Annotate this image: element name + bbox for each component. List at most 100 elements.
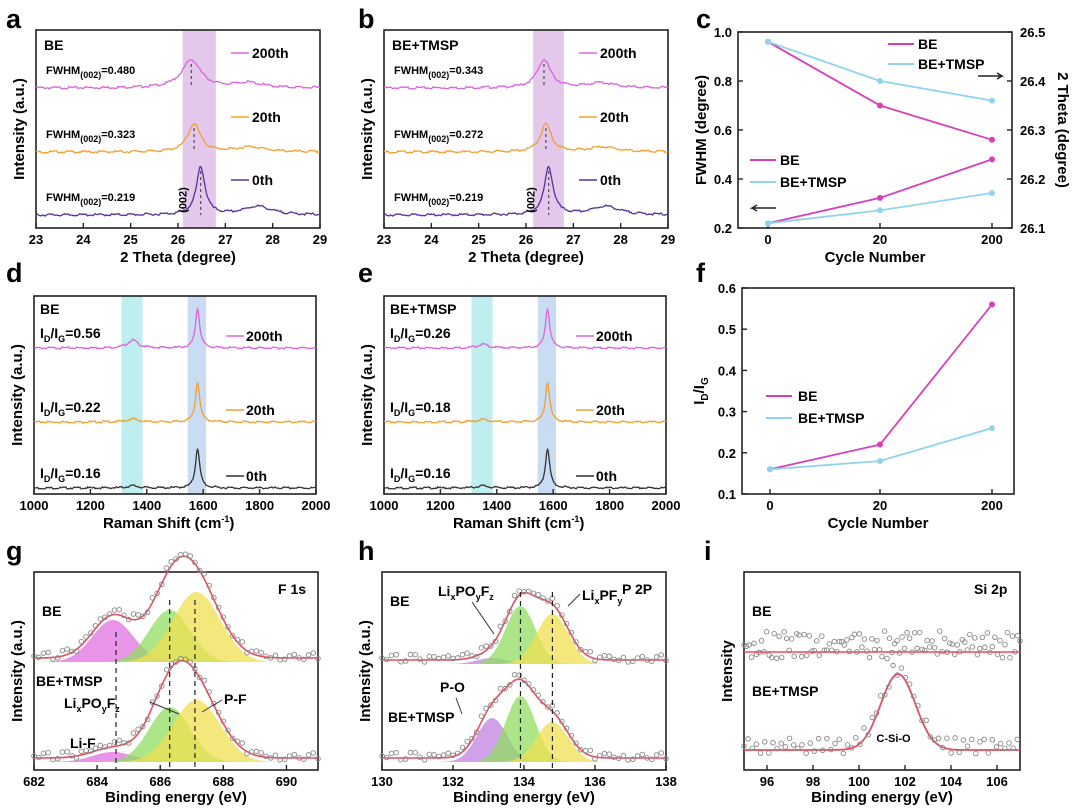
component-fill-Li-F [34, 752, 318, 762]
x-tick-label: 200 [981, 498, 1003, 513]
data-point [116, 607, 122, 613]
series-label: 20th [252, 109, 281, 125]
text-part: PO [81, 695, 101, 711]
text-part: I [40, 325, 44, 341]
panel-letter-f: f [696, 258, 706, 288]
data-point [530, 590, 537, 596]
data-point [383, 754, 390, 761]
data-point [445, 750, 452, 757]
data-point [658, 652, 665, 658]
y-axis-label: Intensity (a.u.) [359, 78, 376, 180]
data-point [215, 709, 222, 716]
y-tick-label: 0.3 [718, 405, 736, 420]
data-point [931, 644, 938, 651]
data-point [653, 752, 660, 758]
data-point [796, 632, 802, 638]
text-part: FWHM [46, 129, 80, 141]
data-point [154, 693, 160, 699]
data-point [440, 752, 447, 758]
data-point [544, 704, 551, 710]
plot-frame [743, 571, 1021, 771]
component-fill-LixPFy [382, 722, 666, 762]
text-part: G [58, 334, 65, 344]
text-part: I [390, 465, 394, 481]
panel-letter-h: h [358, 536, 375, 566]
y-axis-label: Intensity [719, 640, 736, 702]
data-point [767, 466, 773, 473]
data-point [530, 687, 537, 693]
annotation-pointer [471, 601, 495, 635]
data-point [620, 752, 627, 759]
sample-label: BE+TMSP [392, 37, 459, 53]
x-tick-label: 688 [212, 774, 234, 789]
y-axis-label: Intensity (a.u.) [359, 344, 376, 446]
data-point [315, 655, 321, 662]
panel-letter-d: d [6, 258, 23, 288]
annotation-pointer [567, 593, 581, 607]
data-point [859, 644, 865, 650]
data-point [130, 611, 137, 617]
data-point [836, 638, 843, 645]
data-point [310, 650, 317, 656]
text-part: -1 [221, 514, 229, 524]
x-tick-label: 27 [566, 232, 580, 247]
data-point [220, 614, 227, 620]
highlight-band [182, 30, 216, 228]
text-part: /I [691, 385, 708, 393]
text-part: /I [400, 325, 408, 341]
sample-label: BE [390, 593, 409, 609]
fwhm-label: FWHM(002)=0.343 [394, 65, 483, 80]
intensity-ratio-label: ID/IG=0.56 [40, 325, 101, 344]
data-point [407, 651, 414, 658]
peak-hkl-label: (002) [526, 187, 538, 213]
data-point [644, 657, 650, 663]
fwhm-label: FWHM(002)=0.323 [46, 129, 135, 144]
data-point [910, 693, 917, 700]
data-point [853, 734, 859, 741]
raman-trace-200th [383, 308, 667, 350]
data-point [187, 553, 193, 559]
data-point [999, 654, 1006, 661]
data-point [630, 756, 636, 763]
data-point [187, 659, 193, 665]
plot-frame [741, 287, 1015, 495]
data-point [59, 749, 66, 755]
legend-label: BE [918, 36, 937, 52]
data-point [795, 745, 801, 752]
data-point [782, 744, 789, 750]
y-tick-label: 0.1 [718, 487, 736, 502]
data-point [946, 640, 953, 646]
x-tick-label: 2000 [652, 498, 681, 513]
data-point [788, 636, 795, 642]
text-part: (002) [428, 70, 449, 80]
x-axis-label: Cycle Number [828, 515, 929, 532]
x-tick-label: 200 [981, 232, 1003, 247]
intensity-ratio-label: ID/IG=0.16 [390, 465, 451, 484]
data-point [511, 671, 518, 678]
data-point [45, 749, 51, 756]
data-point [230, 633, 236, 639]
text-part: x [450, 592, 455, 602]
data-point [97, 742, 104, 749]
text-part: =0.480 [101, 65, 135, 77]
data-point [1004, 629, 1011, 636]
data-point [964, 743, 971, 749]
data-point [417, 656, 423, 662]
y-axis-label: FWHM (degree) [693, 75, 710, 185]
data-point [790, 742, 797, 748]
y-axis-label: Intensity (a.u.) [9, 344, 26, 446]
data-point [741, 743, 747, 749]
data-point [272, 652, 279, 658]
data-point [751, 640, 757, 647]
data-point [916, 629, 923, 636]
data-point [869, 636, 875, 642]
data-point [901, 645, 908, 652]
panel-title: F 1s [278, 581, 306, 597]
data-point [102, 744, 108, 750]
x-tick-label: 1800 [245, 498, 274, 513]
series-label: 200th [596, 328, 633, 344]
data-point [634, 753, 641, 759]
data-point [832, 740, 838, 747]
data-point [272, 752, 279, 758]
data-point [78, 638, 85, 645]
